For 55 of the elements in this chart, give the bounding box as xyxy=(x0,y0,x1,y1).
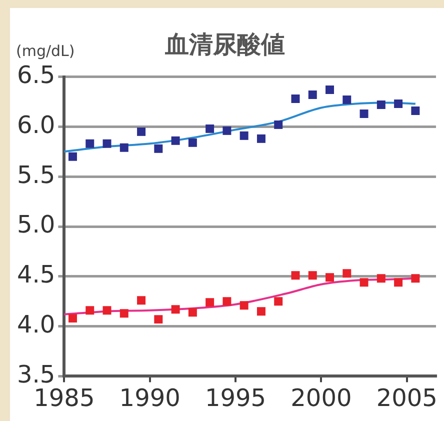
point xyxy=(411,106,420,115)
x-tick-label: 1995 xyxy=(204,384,266,412)
point xyxy=(376,274,386,283)
point xyxy=(188,308,197,317)
point xyxy=(342,96,352,104)
point xyxy=(376,100,386,109)
point xyxy=(188,138,197,147)
y-axis-title: (mg/dL) xyxy=(16,42,75,60)
point xyxy=(291,94,300,103)
point xyxy=(326,86,334,94)
point xyxy=(102,139,112,148)
point xyxy=(102,306,112,315)
point xyxy=(171,136,180,145)
point xyxy=(326,273,334,282)
point xyxy=(154,315,163,324)
chart-title: 血清尿酸値 xyxy=(164,30,285,59)
point xyxy=(274,297,283,306)
point xyxy=(171,305,180,314)
y-tick-label: 6.0 xyxy=(16,110,56,139)
point xyxy=(360,278,368,287)
point xyxy=(308,90,317,100)
point xyxy=(240,131,248,140)
point xyxy=(342,269,352,278)
point xyxy=(308,271,317,280)
point xyxy=(137,296,146,305)
point xyxy=(68,314,77,323)
x-tick-label: 2005 xyxy=(376,384,438,412)
point xyxy=(256,307,266,316)
point xyxy=(120,143,128,152)
point xyxy=(394,100,403,108)
point xyxy=(154,144,163,153)
point xyxy=(68,152,77,161)
point xyxy=(394,278,403,287)
point xyxy=(274,120,283,129)
point xyxy=(222,297,232,306)
point xyxy=(256,134,266,143)
y-tick-label: 6.5 xyxy=(16,61,56,90)
point xyxy=(240,301,248,310)
point xyxy=(206,298,214,307)
point xyxy=(137,127,146,136)
y-tick-label: 5.5 xyxy=(16,160,56,189)
y-tick-label: 4.0 xyxy=(16,310,56,339)
point xyxy=(291,271,300,280)
y-tick-label: 5.0 xyxy=(16,210,56,239)
x-tick-label: 1990 xyxy=(119,384,180,412)
y-tick-label: 4.5 xyxy=(16,260,56,289)
point xyxy=(206,124,214,133)
point xyxy=(120,309,128,318)
point xyxy=(86,139,94,148)
point xyxy=(360,109,368,118)
point xyxy=(222,126,232,135)
line-series xyxy=(64,102,416,153)
x-tick-label: 2000 xyxy=(290,384,352,412)
point xyxy=(411,274,420,283)
point xyxy=(86,306,94,315)
